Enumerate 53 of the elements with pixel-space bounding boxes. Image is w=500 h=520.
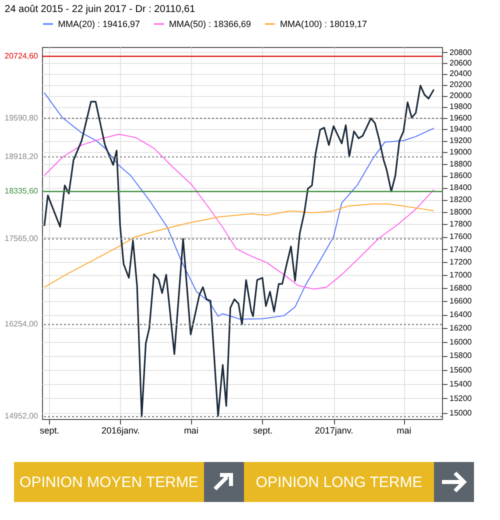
y-tick-label: 20800 [450, 48, 472, 57]
x-tick-label: mai [184, 426, 198, 436]
y-tick-label: 16200 [450, 324, 472, 333]
x-tick-label: sept. [253, 426, 273, 436]
y-tick-label: 15600 [450, 365, 472, 374]
y-tick-label: 20600 [450, 58, 472, 68]
y-tick-label: 17200 [450, 258, 472, 267]
y-tick-label: 19800 [450, 102, 472, 112]
y-tick-label: 19400 [450, 124, 472, 134]
y-tick-label: 15400 [450, 380, 472, 389]
x-tick-label: sept. [40, 426, 60, 436]
ref-line-label: 20724,60 [4, 51, 39, 60]
line-series [44, 134, 434, 290]
y-tick-label: 17600 [450, 232, 472, 242]
y-tick-label: 17400 [450, 244, 472, 254]
ref-line-label: 18918,20 [4, 152, 39, 161]
ref-line-label: 19590,80 [4, 113, 39, 122]
text: OPINION LONG TERME [244, 462, 434, 502]
x-tick-label: 2017janv. [314, 426, 354, 436]
legend-label: MMA(20) : 19416,97 [58, 19, 140, 29]
ref-line-label: 16254,00 [4, 319, 39, 328]
y-tick-label: 20400 [450, 69, 472, 78]
y-tick-label: 17000 [450, 270, 472, 280]
ref-line-label: 14952,00 [4, 412, 39, 421]
legend-label: MMA(50) : 18366,69 [169, 19, 252, 29]
y-tick-label: 16800 [450, 284, 472, 293]
y-tick-label: 19000 [450, 148, 472, 157]
y-tick-label: 15800 [450, 351, 472, 360]
y-tick-label: 15200 [450, 394, 472, 403]
ref-line-label: 17565,00 [4, 234, 39, 243]
y-tick-label: 16600 [450, 296, 472, 306]
line-series [44, 203, 434, 288]
y-tick-label: 18200 [450, 195, 472, 204]
x-tick-label: 2016janv. [101, 426, 140, 436]
y-tick-label: 20000 [450, 91, 472, 100]
line-series [44, 84, 435, 418]
y-tick-label: 15000 [450, 408, 472, 418]
y-tick-label: 19200 [450, 136, 472, 146]
y-tick-label: 16000 [450, 337, 472, 346]
y-tick-label: 18400 [450, 183, 472, 192]
y-tick-label: 20200 [450, 80, 472, 90]
x-tick-label: mai [396, 426, 412, 436]
y-tick-label: 19600 [450, 113, 472, 122]
ref-line-label: 18335,60 [4, 186, 39, 196]
y-tick-label: 18600 [450, 171, 472, 180]
chart-title: 24 août 2015 - 22 juin 2017 - Dr : 20110,61 [4, 4, 196, 15]
y-tick-label: 16400 [450, 310, 472, 320]
y-tick-label: 17800 [450, 220, 472, 229]
line-series [44, 92, 434, 320]
y-tick-label: 18000 [450, 207, 472, 216]
y-tick-label: 18800 [450, 159, 472, 168]
text: OPINION MOYEN TERME [14, 462, 204, 502]
legend-label: MMA(100) : 18019,17 [280, 19, 368, 29]
